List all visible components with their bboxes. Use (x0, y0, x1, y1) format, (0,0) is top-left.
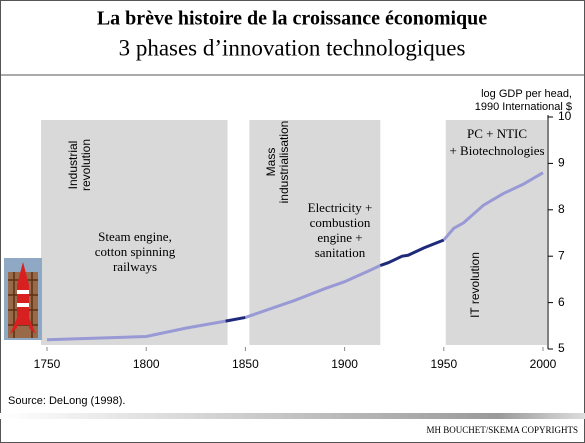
rocket-image (4, 258, 42, 340)
footer-bar (0, 413, 585, 419)
x-tick-label: 1850 (232, 357, 259, 371)
period-description: railways (113, 259, 157, 274)
period-label: Mass (264, 148, 278, 177)
y-tick-label: 7 (558, 248, 565, 262)
chart-subtitle: 3 phases d’innovation technologiques (119, 35, 466, 60)
period-description: Steam engine, (98, 229, 172, 244)
source: Source: DeLong (1998). (8, 395, 125, 407)
period-description: engine + (317, 230, 362, 245)
period-band (41, 120, 228, 345)
period-description: Electricity + (308, 200, 373, 215)
chart-title: La brève histoire de la croissance écono… (97, 8, 487, 30)
y-tick-label: 6 (558, 295, 565, 309)
period-label: industrialisation (277, 121, 291, 204)
y-tick-label: 9 (558, 156, 565, 170)
gdp-line (244, 264, 381, 319)
gdp-line (442, 171, 544, 241)
x-tick-label: 1900 (331, 357, 358, 371)
gdp-line (46, 319, 226, 342)
y-tick-label: 5 (558, 341, 565, 355)
period-band (445, 120, 547, 345)
y-tick-label: 10 (558, 109, 572, 123)
x-tick-label: 1950 (430, 357, 457, 371)
period-description: PC + NTIC (467, 126, 527, 141)
y-tick-label: 8 (558, 202, 565, 216)
x-tick-label: 2000 (530, 357, 557, 371)
period-description: + Biotechnologies (449, 143, 544, 158)
x-tick-label: 1750 (34, 357, 61, 371)
period-description: sanitation (315, 245, 366, 260)
gdp-line (379, 238, 445, 267)
period-label: IT revolution (468, 252, 482, 318)
period-description: cotton spinning (95, 244, 176, 259)
y-axis-label: 1990 International $ (475, 101, 572, 113)
plot: 5 6 7 8 9 10 1750 1800 1850 1900 1950 2000 log GDP p… (34, 88, 572, 371)
gdp-line (225, 315, 246, 323)
y-axis-label: log GDP per head, (481, 88, 572, 100)
period-label: Industrial (66, 141, 80, 190)
period-description: combustion (310, 215, 371, 230)
x-tick-label: 1800 (133, 357, 160, 371)
period-label: revolution (79, 139, 93, 191)
footer: MH BOUCHET/SKEMA COPYRIGHTS (426, 425, 578, 435)
